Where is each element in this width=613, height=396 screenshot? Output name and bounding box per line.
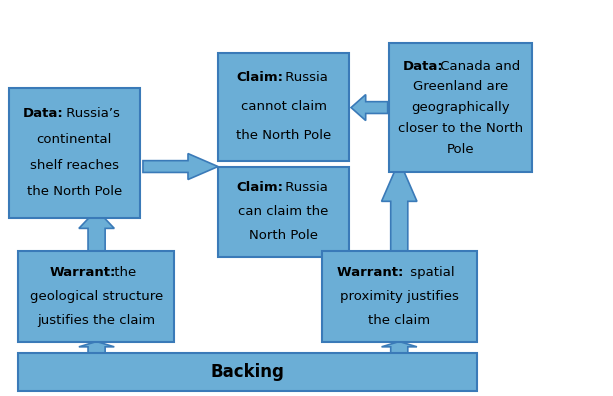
- Text: Data:: Data:: [403, 59, 443, 72]
- Text: Russia: Russia: [281, 71, 327, 84]
- Text: Warrant:: Warrant:: [50, 266, 116, 279]
- Text: proximity justifies: proximity justifies: [340, 290, 459, 303]
- Text: Backing: Backing: [211, 363, 285, 381]
- FancyBboxPatch shape: [218, 167, 349, 257]
- FancyBboxPatch shape: [322, 251, 478, 341]
- Text: Claim:: Claim:: [236, 71, 283, 84]
- Text: cannot claim: cannot claim: [241, 100, 327, 113]
- Text: Claim:: Claim:: [236, 181, 283, 194]
- Text: geological structure: geological structure: [29, 290, 163, 303]
- Text: justifies the claim: justifies the claim: [37, 314, 155, 327]
- Text: the North Pole: the North Pole: [27, 185, 122, 198]
- Text: Russia: Russia: [281, 181, 327, 194]
- Text: shelf reaches: shelf reaches: [30, 159, 119, 172]
- FancyBboxPatch shape: [9, 88, 140, 218]
- FancyBboxPatch shape: [18, 251, 174, 341]
- Text: geographically: geographically: [411, 101, 510, 114]
- Text: North Pole: North Pole: [249, 229, 318, 242]
- Text: spatial: spatial: [406, 266, 455, 279]
- Text: Russia’s: Russia’s: [63, 107, 120, 120]
- Text: Canada and: Canada and: [435, 59, 520, 72]
- Text: Pole: Pole: [447, 143, 474, 156]
- Polygon shape: [381, 341, 417, 353]
- Polygon shape: [79, 210, 114, 251]
- Polygon shape: [143, 154, 218, 179]
- FancyBboxPatch shape: [18, 353, 478, 391]
- Text: the: the: [110, 266, 137, 279]
- Text: Data:: Data:: [23, 107, 64, 120]
- Text: Greenland are: Greenland are: [413, 80, 508, 93]
- FancyBboxPatch shape: [389, 43, 532, 172]
- Text: the North Pole: the North Pole: [236, 129, 331, 142]
- Polygon shape: [79, 341, 114, 353]
- Text: can claim the: can claim the: [238, 205, 329, 218]
- Text: Warrant:: Warrant:: [337, 266, 408, 279]
- Polygon shape: [381, 161, 417, 251]
- Text: the claim: the claim: [368, 314, 430, 327]
- Text: closer to the North: closer to the North: [398, 122, 523, 135]
- FancyBboxPatch shape: [218, 53, 349, 161]
- Polygon shape: [351, 95, 387, 120]
- Text: continental: continental: [37, 133, 112, 146]
